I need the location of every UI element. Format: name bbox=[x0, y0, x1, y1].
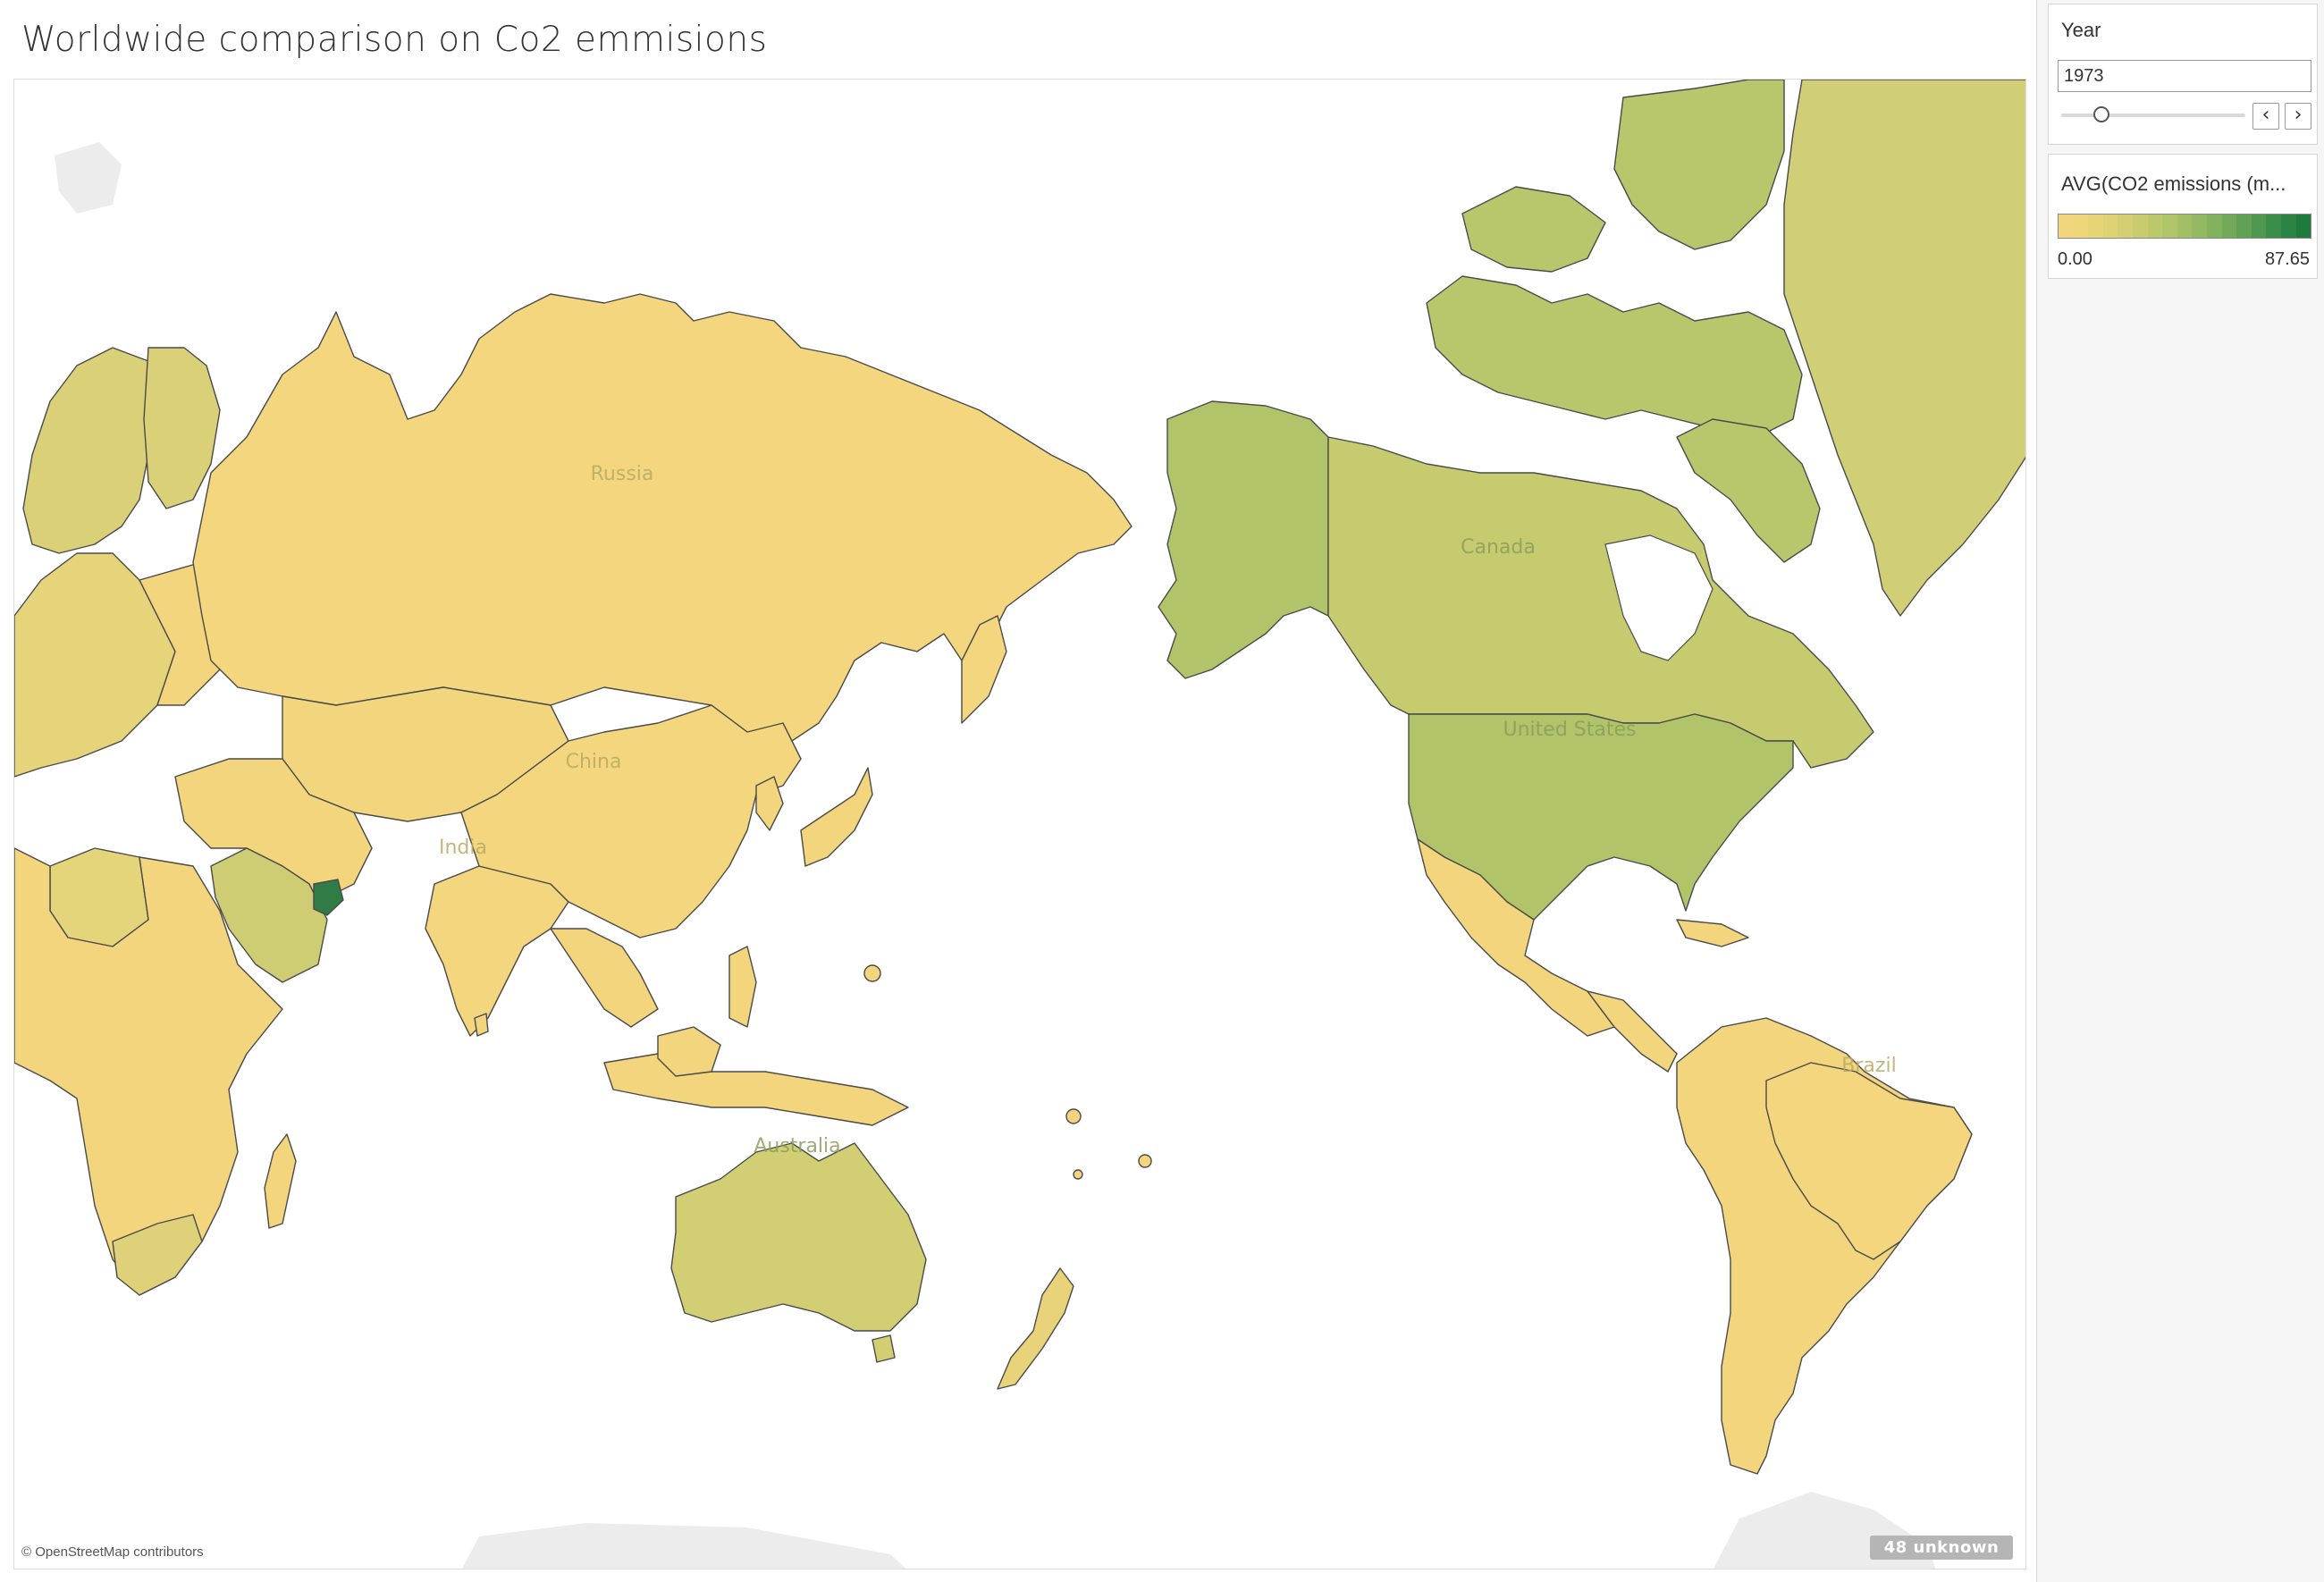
region-greenland[interactable] bbox=[1783, 80, 2026, 617]
svalbard-landmass bbox=[55, 142, 122, 214]
choropleth-map[interactable] bbox=[14, 80, 2026, 1569]
region-canadian-arctic[interactable] bbox=[1426, 275, 1803, 438]
legend-color-step bbox=[2236, 215, 2252, 238]
region-sri-lanka[interactable] bbox=[474, 1013, 489, 1037]
right-rail: Year 1973 ‹ › AVG(CO2 emissions (m... 0.… bbox=[2036, 0, 2324, 1582]
color-legend-card: AVG(CO2 emissions (m... 0.00 87.65 bbox=[2048, 154, 2318, 279]
legend-color-step bbox=[2295, 215, 2311, 238]
region-korea-japan[interactable] bbox=[755, 776, 784, 831]
region-borneo[interactable] bbox=[657, 1026, 721, 1077]
year-filter-card: Year 1973 ‹ › bbox=[2048, 4, 2318, 145]
legend-min-value: 0.00 bbox=[2058, 249, 2092, 269]
chevron-right-icon: › bbox=[2294, 104, 2303, 126]
region-saudi-arabia[interactable] bbox=[210, 847, 328, 983]
year-next-button[interactable]: › bbox=[2285, 103, 2311, 130]
region-scandinavia-finland[interactable] bbox=[143, 347, 221, 509]
region-south-africa[interactable] bbox=[112, 1214, 203, 1296]
legend-color-step bbox=[2162, 215, 2177, 238]
legend-color-step bbox=[2266, 215, 2281, 238]
region-europe-north[interactable] bbox=[22, 347, 158, 554]
legend-title: AVG(CO2 emissions (m... bbox=[2061, 173, 2286, 195]
region-hudson-bay bbox=[1604, 534, 1714, 661]
unknown-count-badge[interactable]: 48 unknown bbox=[1870, 1536, 2013, 1560]
region-indonesia[interactable] bbox=[603, 1053, 909, 1126]
legend-color-step bbox=[2059, 215, 2074, 238]
legend-color-step bbox=[2177, 215, 2193, 238]
legend-color-step bbox=[2192, 215, 2207, 238]
year-prev-button[interactable]: ‹ bbox=[2252, 103, 2279, 130]
year-slider-thumb[interactable] bbox=[2093, 106, 2110, 122]
legend-color-step bbox=[2132, 215, 2148, 238]
region-new-zealand[interactable] bbox=[997, 1267, 1074, 1390]
legend-color-step bbox=[2073, 215, 2089, 238]
region-pacific-island[interactable] bbox=[1073, 1169, 1083, 1180]
region-madagascar[interactable] bbox=[264, 1133, 297, 1229]
region-canadian-arctic[interactable] bbox=[1461, 186, 1606, 273]
region-southeast-asia[interactable] bbox=[550, 928, 659, 1028]
region-africa[interactable] bbox=[14, 847, 283, 1296]
legend-color-step bbox=[2280, 215, 2296, 238]
legend-color-step bbox=[2147, 215, 2163, 238]
region-baffin-island[interactable] bbox=[1676, 418, 1821, 563]
region-pacific-island[interactable] bbox=[1065, 1108, 1082, 1124]
region-uae[interactable] bbox=[313, 879, 344, 916]
year-slider-track[interactable] bbox=[2061, 114, 2245, 117]
legend-color-ramp bbox=[2058, 214, 2311, 239]
legend-color-step bbox=[2118, 215, 2133, 238]
legend-color-step bbox=[2251, 215, 2267, 238]
region-middle-east[interactable] bbox=[174, 758, 373, 903]
region-philippines[interactable] bbox=[728, 946, 757, 1028]
region-pacific-island[interactable] bbox=[863, 964, 881, 982]
antarctica-landmass bbox=[462, 1523, 906, 1569]
region-india[interactable] bbox=[425, 865, 569, 1037]
map-view[interactable]: Russia China India Canada United States … bbox=[13, 79, 2026, 1569]
legend-color-step bbox=[2102, 215, 2118, 238]
legend-color-step bbox=[2088, 215, 2103, 238]
year-input[interactable]: 1973 bbox=[2058, 60, 2311, 92]
region-alaska[interactable] bbox=[1158, 400, 1329, 679]
region-caribbean[interactable] bbox=[1676, 919, 1749, 947]
region-pacific-island[interactable] bbox=[1138, 1154, 1152, 1168]
region-japan[interactable] bbox=[800, 767, 873, 867]
chevron-left-icon: ‹ bbox=[2261, 104, 2270, 126]
region-tasmania[interactable] bbox=[872, 1334, 896, 1363]
region-australia[interactable] bbox=[670, 1142, 927, 1332]
region-central-america[interactable] bbox=[1587, 990, 1678, 1073]
map-attribution: © OpenStreetMap contributors bbox=[21, 1544, 204, 1560]
dashboard-title: Worldwide comparison on Co2 emmisions bbox=[21, 20, 768, 60]
legend-color-step bbox=[2206, 215, 2222, 238]
region-brazil[interactable] bbox=[1765, 1062, 1973, 1260]
legend-max-value: 87.65 bbox=[2264, 249, 2310, 269]
year-filter-title: Year bbox=[2061, 19, 2101, 41]
region-kamchatka[interactable] bbox=[961, 615, 1007, 724]
legend-color-step bbox=[2221, 215, 2237, 238]
region-canadian-arctic[interactable] bbox=[1613, 80, 1785, 250]
